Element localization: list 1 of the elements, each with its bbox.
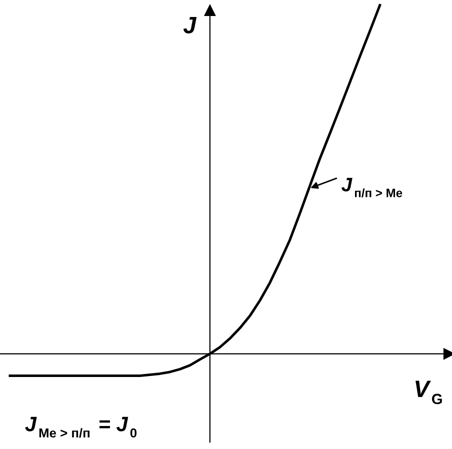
y-axis-title: J — [183, 17, 197, 34]
